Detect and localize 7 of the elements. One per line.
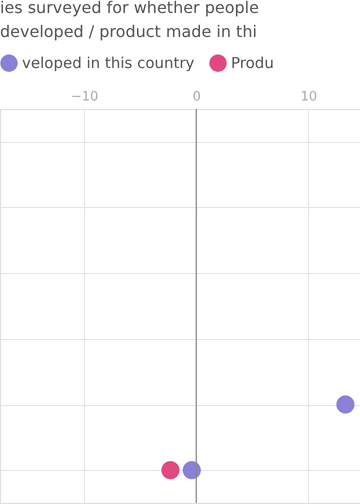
x-tick-label: 0 xyxy=(192,90,201,104)
x-tick-label: −10 xyxy=(70,90,98,104)
x-tick-label: 10 xyxy=(300,90,318,104)
text: ies surveyed for whether people xyxy=(0,0,259,17)
legend-label: veloped in this country xyxy=(22,54,195,72)
legend-label: Produ xyxy=(231,54,274,72)
text: developed / product made in thi xyxy=(0,22,257,41)
